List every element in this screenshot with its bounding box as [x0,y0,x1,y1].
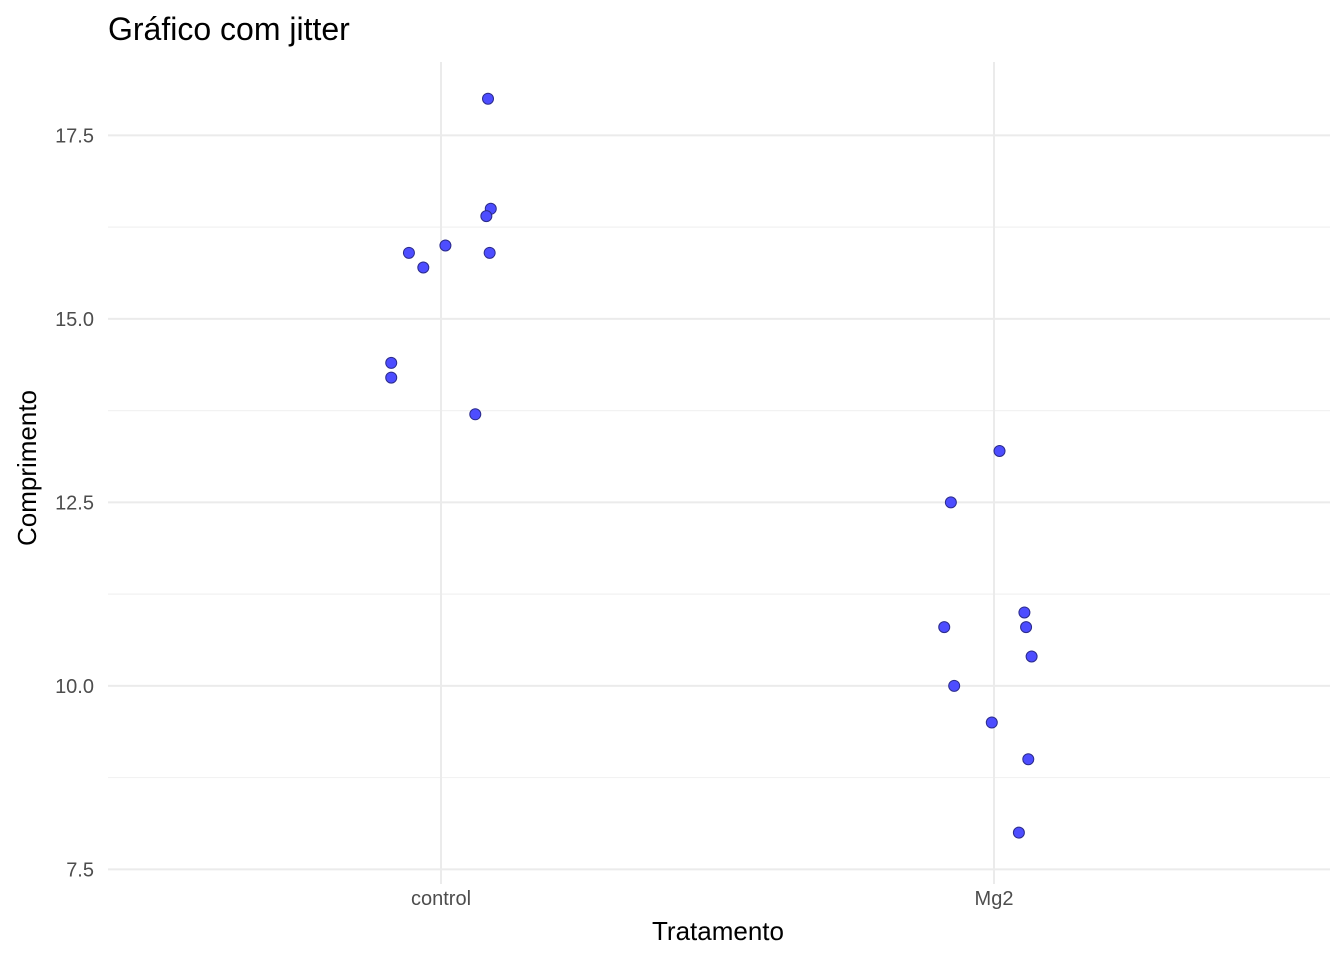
y-axis-title: Comprimento [12,390,42,546]
x-tick-label: Mg2 [975,888,1014,910]
chart-title: Gráfico com jitter [108,11,350,47]
y-tick-label: 7.5 [66,859,94,881]
y-tick-label: 17.5 [55,125,94,147]
data-points [385,92,1038,839]
data-point [483,246,496,259]
data-point [1022,753,1035,766]
x-tick-label: control [411,888,471,910]
data-point [1025,650,1038,663]
x-axis-tick-labels: control Mg2 [411,888,1013,910]
data-point [480,210,493,223]
data-point [938,621,951,634]
data-point [385,356,398,369]
y-tick-label: 12.5 [55,492,94,514]
x-axis-title: Tratamento [652,916,784,946]
data-point [417,261,430,274]
data-point [1020,621,1033,634]
data-point [993,444,1006,457]
data-point [385,371,398,384]
y-axis-tick-labels: 7.5 10.0 12.5 15.0 17.5 [55,125,94,881]
data-point [944,496,957,509]
data-point [1018,606,1031,619]
data-point [469,408,482,421]
data-point [482,92,495,105]
data-point [985,716,998,729]
data-point [439,239,452,252]
data-point [948,679,961,692]
data-point [1012,826,1025,839]
y-tick-label: 15.0 [55,309,94,331]
y-tick-label: 10.0 [55,676,94,698]
data-point [402,246,415,259]
grid [108,62,1330,884]
